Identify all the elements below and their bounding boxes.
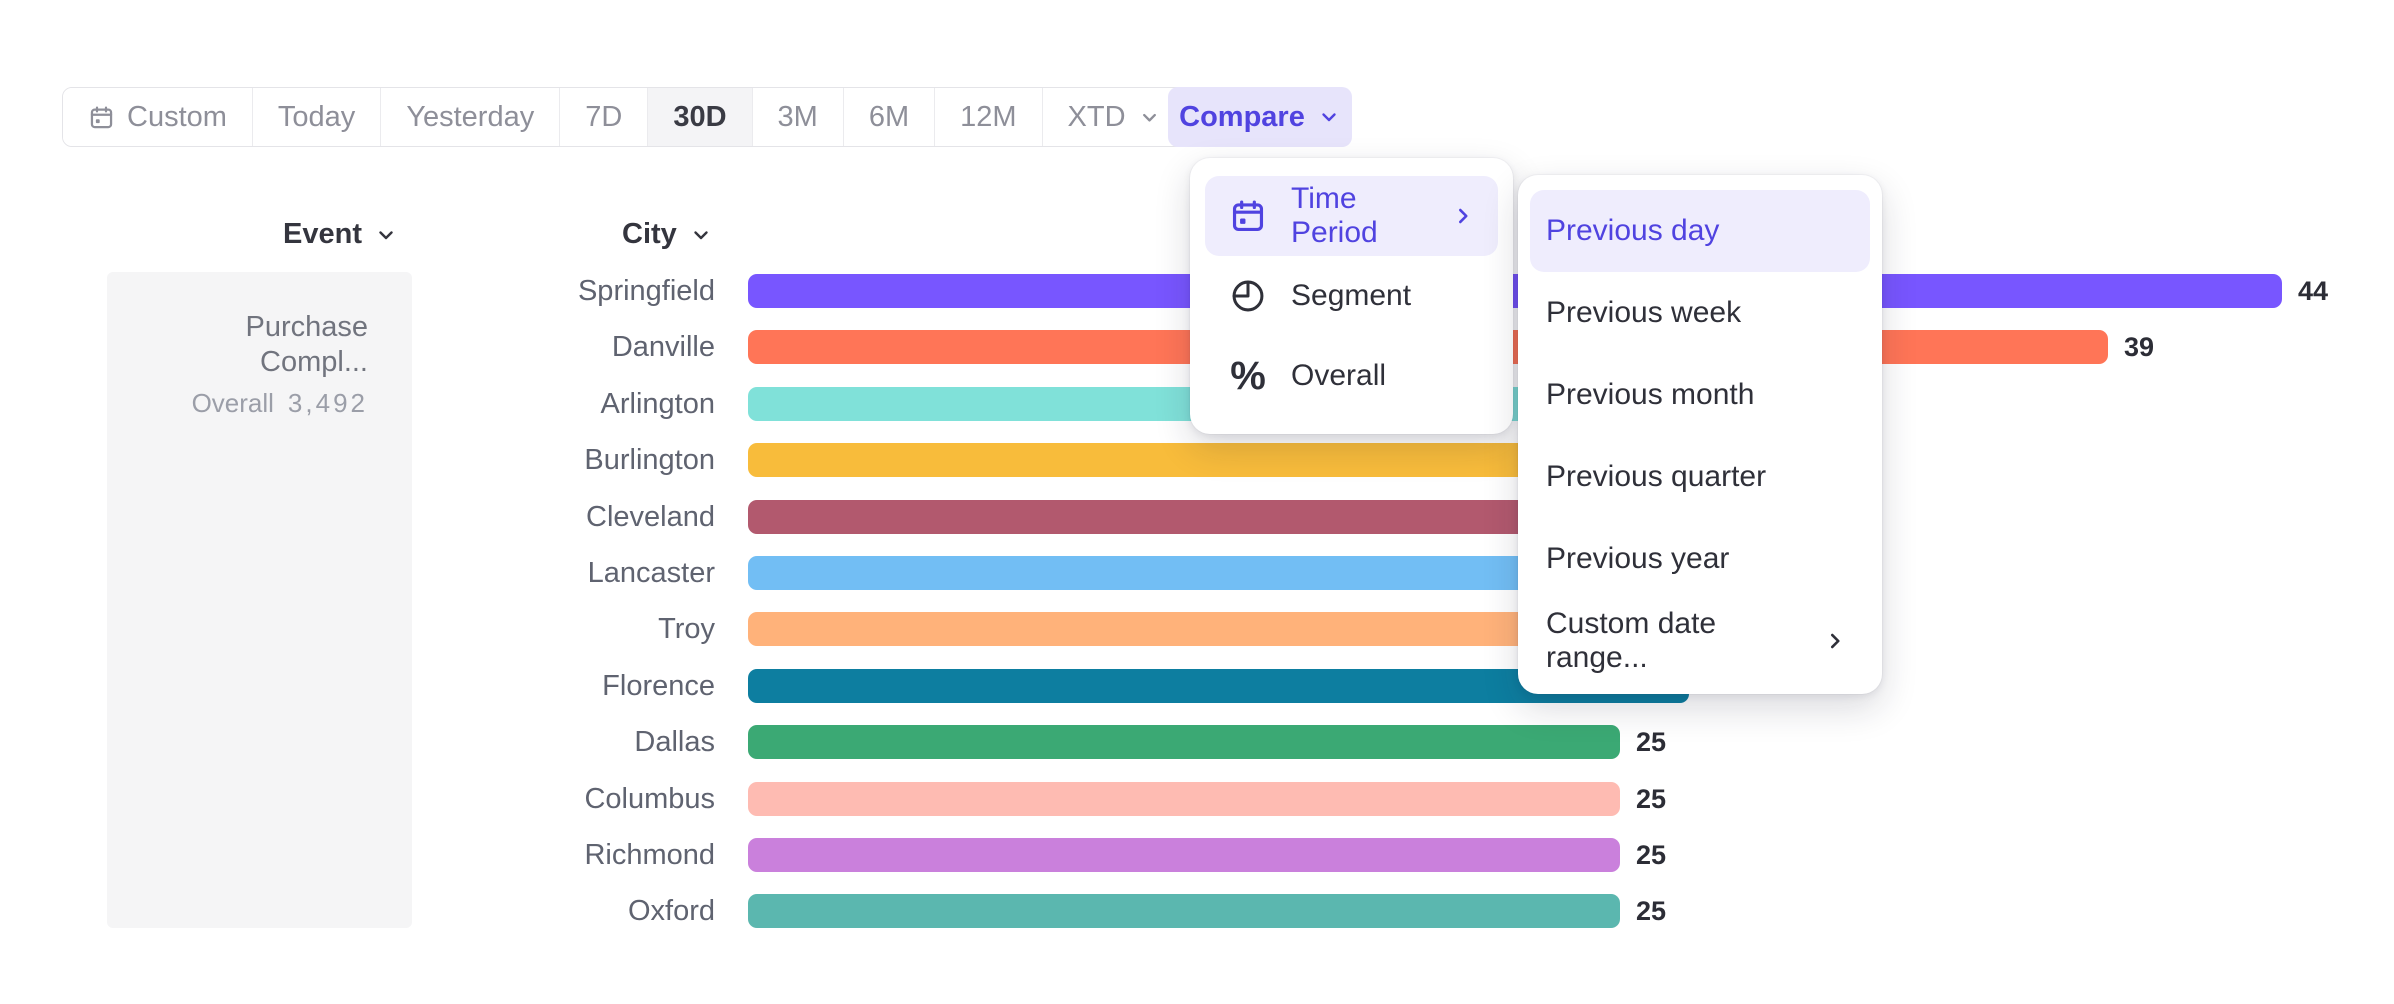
chevron-down-icon (374, 223, 398, 247)
chevron-down-icon (1317, 105, 1341, 129)
menu-item-custom-date-range[interactable]: Custom date range... (1530, 600, 1870, 682)
bar-label: Springfield (577, 274, 715, 307)
menu-item-label: Previous year (1546, 542, 1730, 575)
chart-row-oxford: Oxford 25 (420, 883, 1666, 939)
date-range-label: 3M (777, 100, 818, 133)
chevron-down-icon (689, 223, 713, 247)
date-range-3m-button[interactable]: 3M (752, 88, 844, 146)
bar-label: Dallas (634, 725, 715, 758)
chevron-right-icon (1822, 628, 1848, 654)
menu-item-previous-quarter[interactable]: Previous quarter (1530, 436, 1870, 518)
date-range-label: Today (277, 100, 356, 133)
bar-label: Richmond (584, 838, 715, 871)
bar-value-label: 25 (1636, 783, 1667, 814)
menu-item-label: Custom date range... (1546, 607, 1717, 674)
menu-item-previous-day[interactable]: Previous day (1530, 190, 1870, 272)
date-range-label: Custom (127, 100, 227, 133)
event-column-label: Event (283, 218, 362, 250)
chart-row-richmond: Richmond 25 (420, 827, 1666, 883)
calendar-icon (88, 104, 115, 131)
event-card-title: Purchase Compl... (245, 311, 368, 378)
percent-icon: % (1230, 354, 1266, 398)
date-range-6m-button[interactable]: 6M (843, 88, 936, 146)
bar-label: Cleveland (586, 500, 715, 533)
chart-row-florence: Florence (420, 658, 1689, 714)
menu-item-label: Previous week (1546, 296, 1742, 329)
bar-value-label: 44 (2298, 275, 2329, 306)
chart-row-dallas: Dallas 25 (420, 714, 1666, 770)
bar-label: Troy (658, 612, 715, 645)
chart-row-columbus: Columbus 25 (420, 771, 1666, 827)
date-range-7d-button[interactable]: 7D (560, 88, 649, 146)
segment-icon (1229, 277, 1267, 315)
bar-value-label: 25 (1636, 726, 1667, 757)
date-range-xtd-button[interactable]: XTD (1042, 88, 1186, 146)
menu-item-previous-month[interactable]: Previous month (1530, 354, 1870, 436)
menu-item-label: Segment (1291, 279, 1412, 312)
compare-button-label: Compare (1179, 100, 1305, 133)
date-range-custom-button[interactable]: Custom (63, 88, 253, 146)
compare-dropdown-menu: Time Period Segment% Overall (1190, 158, 1513, 434)
date-range-label: 12M (960, 100, 1017, 133)
date-range-label: XTD (1067, 100, 1126, 133)
bar-dallas[interactable] (748, 725, 1620, 759)
bar-richmond[interactable] (748, 838, 1620, 872)
bar-label: Oxford (627, 894, 715, 927)
menu-item-segment[interactable]: Segment (1205, 256, 1498, 336)
menu-item-label: Previous day (1546, 214, 1720, 247)
date-range-label: 7D (585, 100, 623, 133)
date-range-yesterday-button[interactable]: Yesterday (381, 88, 561, 146)
chevron-down-icon (1138, 106, 1161, 129)
chevron-right-icon (1450, 203, 1476, 229)
date-range-30d-button[interactable]: 30D (648, 88, 753, 146)
event-card-metric-value: 3,492 (287, 387, 368, 418)
menu-item-label: Time Period (1291, 182, 1378, 249)
compare-button[interactable]: Compare (1168, 87, 1352, 147)
chart-row-springfield: Springfield 44 (420, 263, 2328, 319)
menu-item-previous-week[interactable]: Previous week (1530, 272, 1870, 354)
date-range-today-button[interactable]: Today (252, 88, 382, 146)
city-column-label: City (622, 218, 677, 250)
menu-item-overall[interactable]: % Overall (1205, 336, 1498, 416)
date-range-label: 30D (673, 100, 727, 133)
bar-oxford[interactable] (748, 894, 1620, 928)
menu-item-time-period[interactable]: Time Period (1205, 176, 1498, 256)
menu-item-label: Previous quarter (1546, 460, 1767, 493)
event-card[interactable]: Purchase Compl... Overall 3,492 (107, 272, 412, 928)
time-period-submenu: Previous day Previous week Previous month P… (1518, 175, 1882, 694)
menu-item-label: Overall (1291, 359, 1387, 392)
bar-label: Burlington (584, 443, 715, 476)
date-range-label: 6M (868, 100, 910, 133)
bar-value-label: 39 (2124, 331, 2155, 362)
bar-label: Arlington (600, 387, 715, 420)
bar-label: Columbus (584, 782, 715, 815)
bar-label: Florence (602, 669, 715, 702)
date-range-toolbar: Custom Today Yesterday 7D 30D 3M 6M 12M XTD (62, 87, 1187, 147)
menu-item-previous-year[interactable]: Previous year (1530, 518, 1870, 600)
bar-value-label: 25 (1636, 839, 1667, 870)
event-card-metric: Overall 3,492 (151, 388, 368, 419)
bar-label: Lancaster (587, 556, 715, 589)
bar-columbus[interactable] (748, 782, 1620, 816)
bar-value-label: 25 (1636, 895, 1667, 926)
event-card-metric-label: Overall (191, 387, 274, 418)
city-column-header[interactable]: City (622, 218, 713, 251)
calendar-icon (1229, 197, 1267, 235)
bar-springfield[interactable] (748, 274, 2282, 308)
date-range-12m-button[interactable]: 12M (935, 88, 1043, 146)
menu-item-label: Previous month (1546, 378, 1755, 411)
bar-label: Danville (611, 330, 715, 363)
date-range-label: Yesterday (406, 100, 535, 133)
event-column-header[interactable]: Event (283, 218, 398, 251)
